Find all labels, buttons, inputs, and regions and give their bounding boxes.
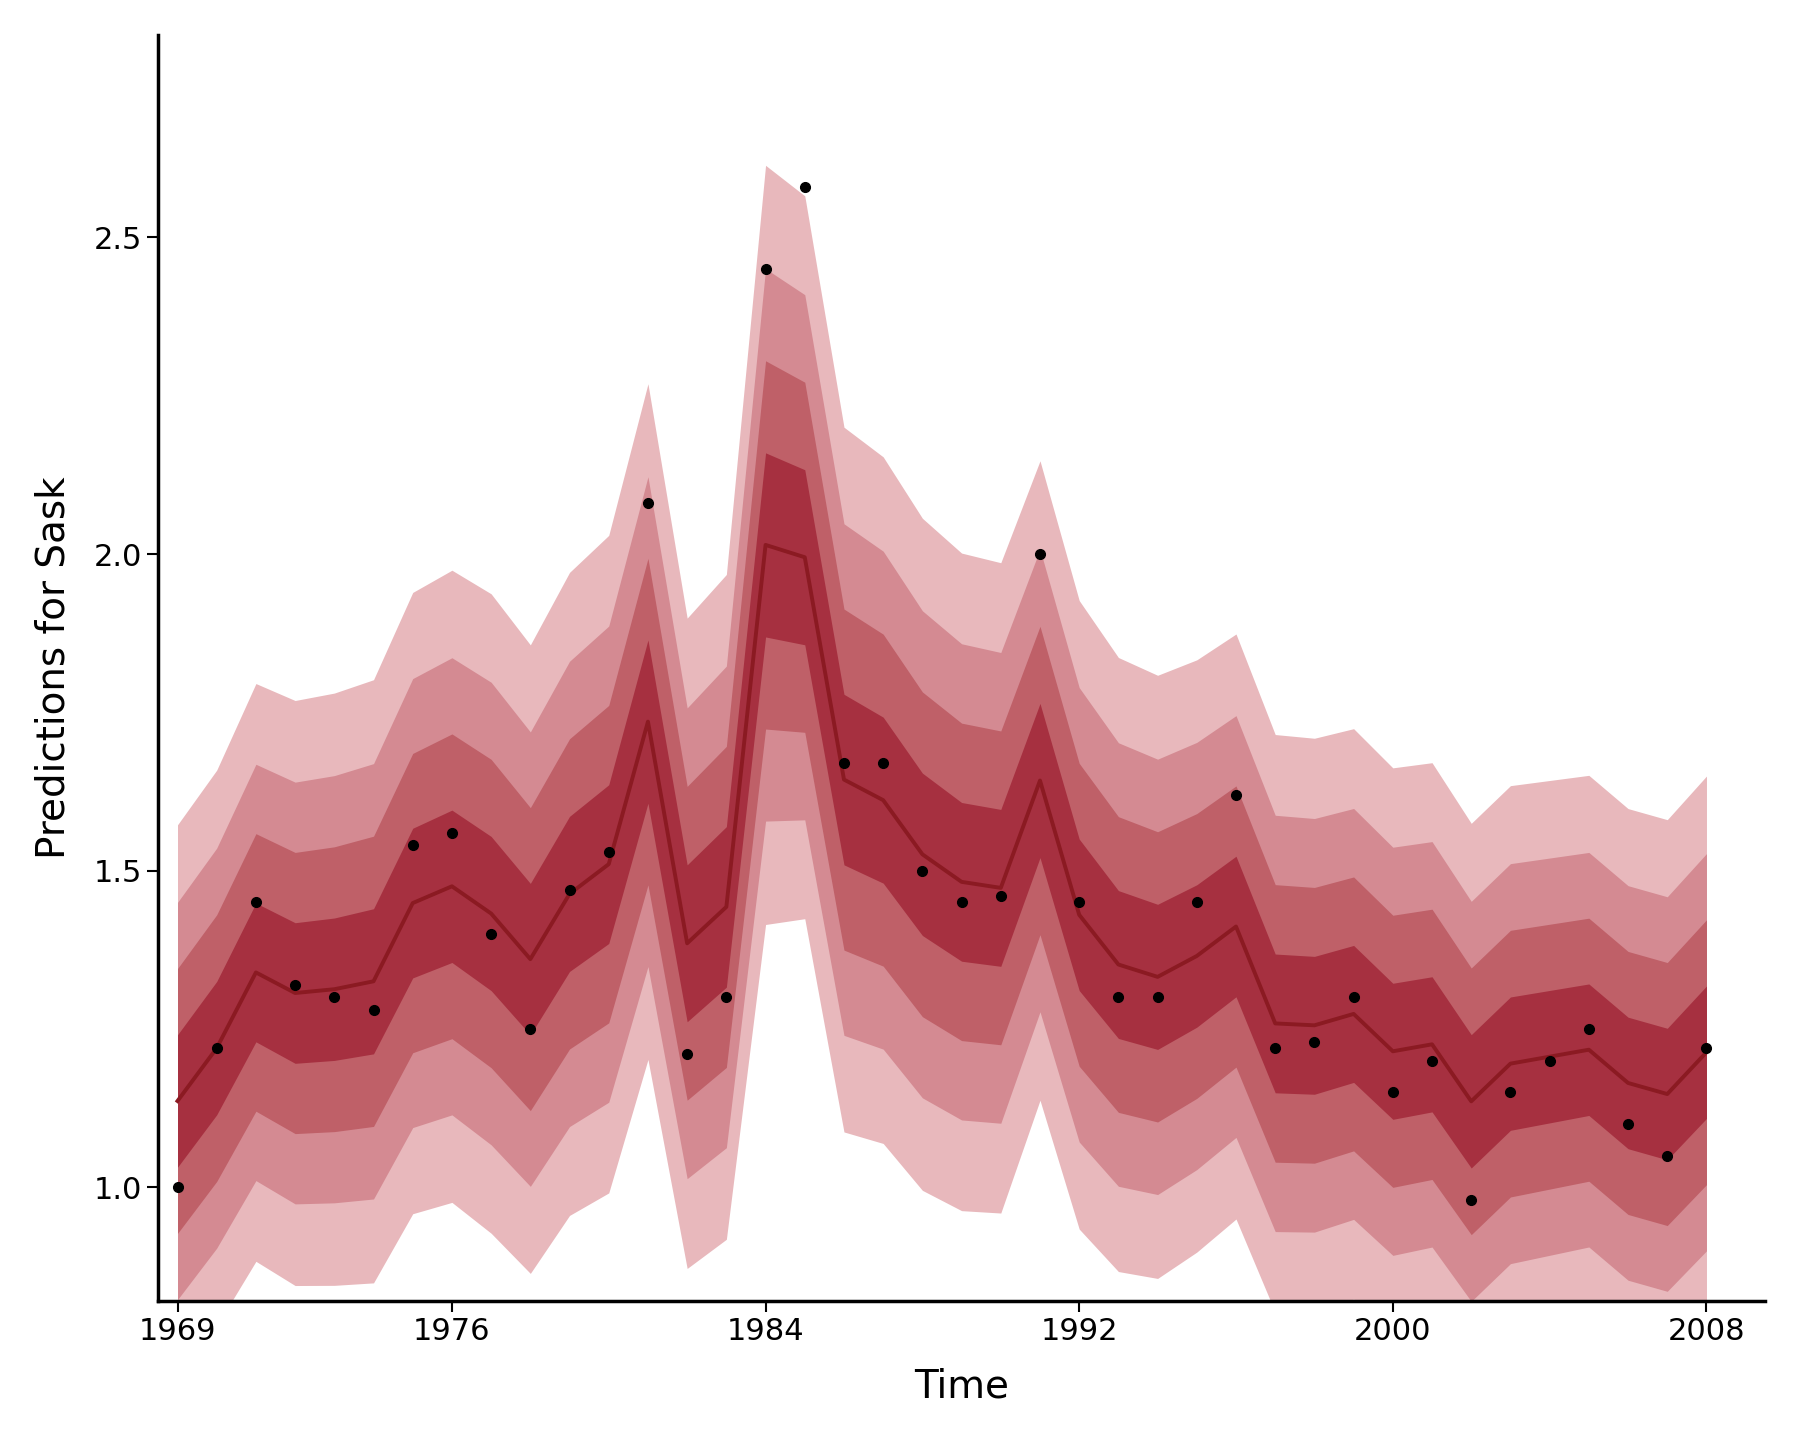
Point <box>517 1018 545 1041</box>
Point <box>594 841 623 864</box>
Point <box>1613 1113 1642 1136</box>
Point <box>1456 1188 1485 1211</box>
Point <box>1339 986 1368 1009</box>
Point <box>907 860 936 883</box>
Point <box>869 752 898 775</box>
Point <box>751 258 779 281</box>
Point <box>1418 1050 1447 1073</box>
Point <box>1652 1145 1681 1168</box>
Point <box>1692 1037 1721 1060</box>
Point <box>986 884 1015 907</box>
Point <box>1260 1037 1289 1060</box>
Point <box>554 878 583 901</box>
Point <box>437 821 466 844</box>
Point <box>1300 1030 1328 1053</box>
Point <box>477 923 506 946</box>
Point <box>1496 1081 1525 1104</box>
Point <box>1026 543 1055 566</box>
Point <box>790 176 819 199</box>
Point <box>673 1043 702 1066</box>
Point <box>1575 1018 1604 1041</box>
Point <box>241 891 270 914</box>
Point <box>1535 1050 1564 1073</box>
Point <box>713 986 742 1009</box>
Point <box>164 1176 193 1200</box>
Point <box>634 492 662 516</box>
Point <box>830 752 859 775</box>
Point <box>1183 891 1211 914</box>
Point <box>1222 783 1251 806</box>
Point <box>1103 986 1132 1009</box>
Point <box>1143 986 1172 1009</box>
X-axis label: Time: Time <box>914 1367 1010 1405</box>
Point <box>360 998 389 1021</box>
Point <box>320 986 349 1009</box>
Point <box>281 973 310 996</box>
Point <box>202 1037 230 1060</box>
Point <box>947 891 976 914</box>
Y-axis label: Predictions for Sask: Predictions for Sask <box>34 477 72 860</box>
Point <box>1379 1081 1408 1104</box>
Point <box>1066 891 1094 914</box>
Point <box>398 834 427 857</box>
